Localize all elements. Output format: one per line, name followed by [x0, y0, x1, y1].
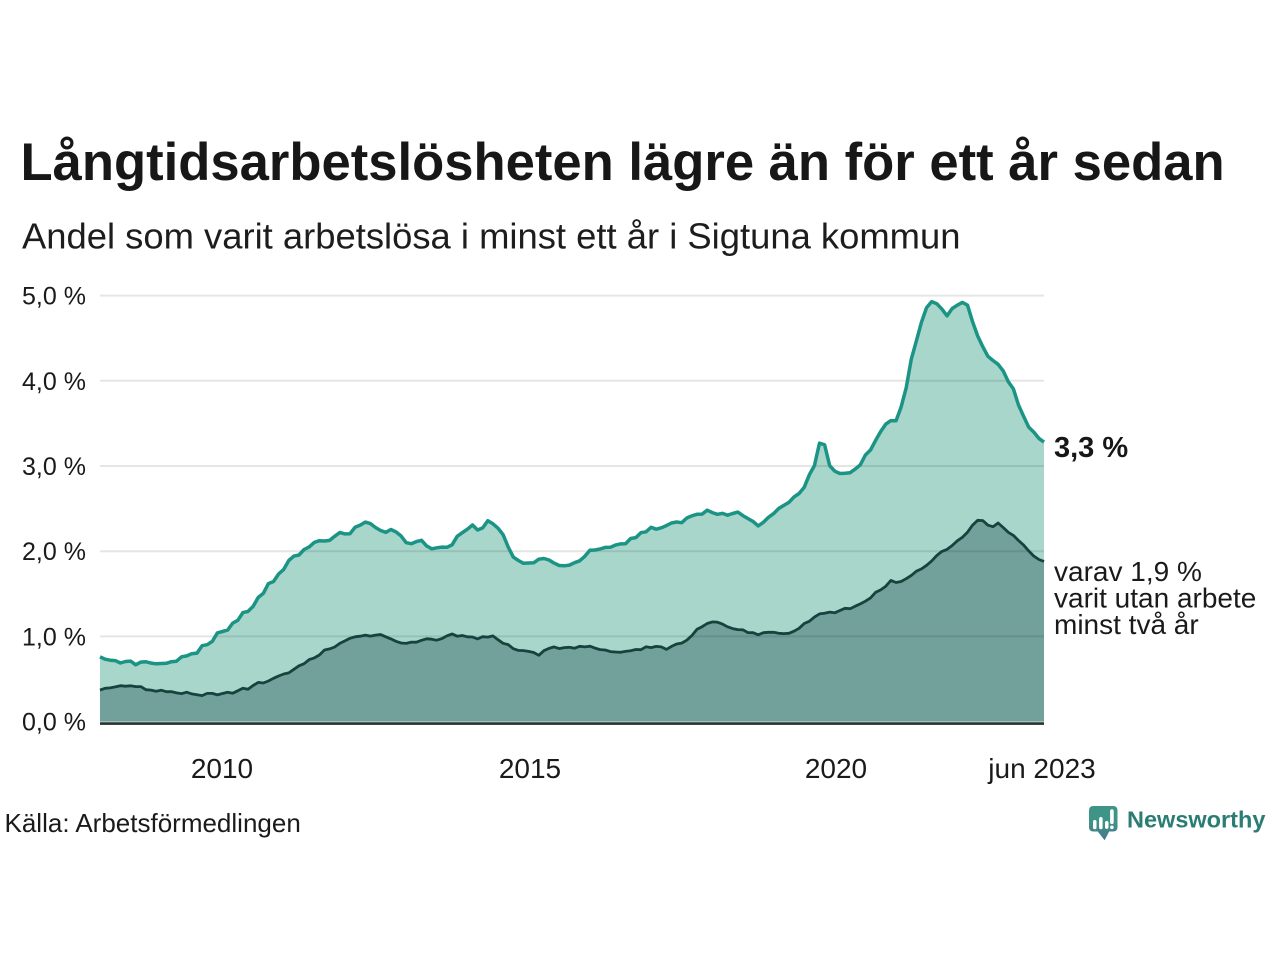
svg-text:2010: 2010	[191, 753, 253, 784]
svg-text:5,0 %: 5,0 %	[22, 283, 86, 311]
svg-text:3,0 %: 3,0 %	[22, 453, 86, 481]
svg-text:jun 2023: jun 2023	[987, 753, 1095, 784]
svg-text:2020: 2020	[805, 753, 867, 784]
svg-text:0,0 %: 0,0 %	[22, 709, 86, 737]
svg-text:2,0 %: 2,0 %	[22, 538, 86, 566]
svg-text:Andel som varit arbetslösa i m: Andel som varit arbetslösa i minst ett å…	[22, 216, 960, 257]
svg-text:varit utan arbete: varit utan arbete	[1054, 583, 1256, 614]
svg-text:Långtidsarbetslösheten lägre ä: Långtidsarbetslösheten lägre än för ett …	[21, 133, 1225, 192]
svg-text:2015: 2015	[499, 753, 561, 784]
svg-text:Newsworthy: Newsworthy	[1127, 807, 1265, 833]
svg-text:4,0 %: 4,0 %	[22, 368, 86, 396]
svg-text:minst två år: minst två år	[1054, 609, 1199, 640]
svg-text:Källa: Arbetsförmedlingen: Källa: Arbetsförmedlingen	[5, 808, 301, 838]
svg-text:3,3 %: 3,3 %	[1054, 432, 1128, 464]
svg-text:varav 1,9 %: varav 1,9 %	[1054, 556, 1202, 587]
svg-text:1,0 %: 1,0 %	[22, 623, 86, 651]
